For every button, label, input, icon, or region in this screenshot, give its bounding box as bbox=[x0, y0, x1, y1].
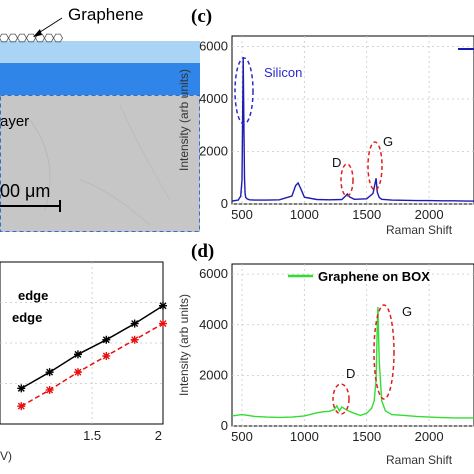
panel-d-plot-area bbox=[231, 263, 474, 427]
scale-bar-label: 00 μm bbox=[0, 181, 50, 201]
panel-b: 1.5 2 edge edge V) bbox=[0, 261, 167, 463]
panel-d-letter: (d) bbox=[191, 241, 214, 262]
texture-line bbox=[119, 104, 171, 201]
panel-c-x-label: Raman Shift bbox=[386, 223, 453, 237]
panel-d: (d) 500 1000 1500 2000 0 2000 4000 6000 Graphen… bbox=[177, 241, 474, 467]
series-marker-1 bbox=[73, 368, 82, 377]
series-line-0 bbox=[20, 305, 164, 390]
layer-label: ayer bbox=[0, 113, 29, 130]
texture-line bbox=[29, 119, 51, 211]
panel-c-y-label: Intensity (arb units) bbox=[177, 69, 191, 171]
panel-c-letter: (c) bbox=[191, 6, 212, 27]
panel-d-legend-label: Graphene on BOX bbox=[318, 269, 430, 284]
y-tick-label: 2000 bbox=[199, 367, 228, 382]
y-tick-label: 0 bbox=[221, 196, 228, 211]
graphene-hexagon bbox=[17, 33, 27, 43]
x-tick-label: 1000 bbox=[290, 429, 319, 444]
silicon-annotation: Silicon bbox=[264, 65, 302, 80]
series-marker-0 bbox=[73, 350, 82, 359]
substrate-micrograph bbox=[0, 95, 200, 232]
buried-layer bbox=[0, 63, 200, 95]
y-tick-label: 0 bbox=[221, 418, 228, 433]
legend-label-black: edge bbox=[18, 288, 48, 303]
x-tick-label: 500 bbox=[231, 207, 253, 222]
series-marker-0 bbox=[17, 384, 26, 393]
texture-line bbox=[79, 179, 151, 226]
d-peak-marker bbox=[340, 163, 354, 197]
graphene-hexagon bbox=[26, 33, 36, 43]
y-tick-label: 4000 bbox=[199, 91, 228, 106]
g-peak-marker bbox=[367, 141, 383, 191]
panel-c: (c) 500 1000 1500 2000 0 2000 4000 6000 Intensi… bbox=[177, 6, 474, 237]
silicon-peak-marker bbox=[234, 57, 254, 125]
d-annotation: D bbox=[346, 366, 355, 381]
graphene-label: Graphene bbox=[68, 5, 144, 24]
x-tick-label: 2000 bbox=[415, 207, 444, 222]
graphene-arrowhead bbox=[33, 29, 42, 37]
series-marker-1 bbox=[17, 402, 26, 411]
panel-a: Graphene ayer 00 μm bbox=[0, 5, 200, 232]
graphene-hexagon bbox=[0, 33, 9, 43]
series-marker-1 bbox=[130, 335, 139, 344]
graphene-arrow bbox=[36, 17, 63, 35]
series-line-1 bbox=[20, 322, 164, 407]
panel-b-legend: edge edge bbox=[12, 288, 48, 325]
spectrum-line-d bbox=[231, 306, 474, 419]
d-peak-marker bbox=[332, 383, 350, 415]
panel-b-x-label: V) bbox=[0, 449, 12, 463]
x-tick-label: 2 bbox=[155, 428, 162, 443]
x-tick-label: 1500 bbox=[352, 429, 381, 444]
graphene-hexagon bbox=[8, 33, 18, 43]
graphene-hexagon-chain bbox=[0, 33, 63, 43]
series-marker-0 bbox=[159, 301, 167, 310]
x-tick-label: 2000 bbox=[415, 429, 444, 444]
x-tick-label: 1000 bbox=[290, 207, 319, 222]
micrograph-border bbox=[0, 95, 200, 232]
series-marker-1 bbox=[45, 385, 54, 394]
y-tick-label: 6000 bbox=[199, 39, 228, 54]
d-annotation: D bbox=[332, 155, 341, 170]
series-marker-0 bbox=[45, 368, 54, 377]
x-tick-label: 1500 bbox=[352, 207, 381, 222]
graphene-hexagon bbox=[53, 33, 63, 43]
panel-c-plot-area bbox=[231, 35, 474, 205]
legend-label-red: edge bbox=[12, 310, 42, 325]
series-marker-0 bbox=[130, 319, 139, 328]
g-annotation: G bbox=[402, 304, 412, 319]
top-oxide-layer bbox=[0, 41, 200, 65]
g-peak-marker bbox=[373, 304, 395, 400]
panel-d-x-label: Raman Shift bbox=[386, 453, 453, 467]
series-marker-1 bbox=[102, 351, 111, 360]
series-marker-0 bbox=[102, 335, 111, 344]
panel-d-y-label: Intensity (arb units) bbox=[177, 294, 191, 396]
x-tick-label: 500 bbox=[231, 429, 253, 444]
series-marker-1 bbox=[159, 319, 167, 328]
x-tick-label: 1.5 bbox=[83, 428, 101, 443]
graphene-hexagon bbox=[44, 33, 54, 43]
g-annotation: G bbox=[383, 134, 393, 149]
spectrum-line-c bbox=[231, 56, 474, 202]
y-tick-label: 2000 bbox=[199, 144, 228, 159]
graphene-hexagon bbox=[35, 33, 45, 43]
y-tick-label: 6000 bbox=[199, 266, 228, 281]
y-tick-label: 4000 bbox=[199, 317, 228, 332]
